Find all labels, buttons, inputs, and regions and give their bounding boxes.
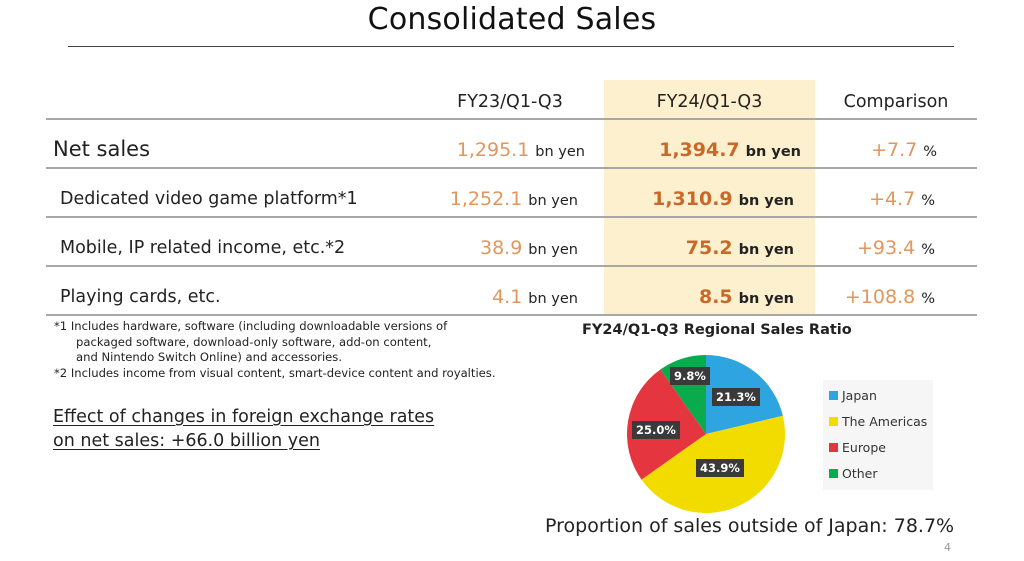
row-label: Mobile, IP related income, etc.*2 <box>60 238 346 258</box>
slide-title: Consolidated Sales <box>367 2 657 37</box>
proportion-outside-japan: Proportion of sales outside of Japan: 78… <box>545 515 955 537</box>
legend-item-other: Other <box>829 466 878 481</box>
fy24-value: 1,310.9 bn yen <box>652 188 794 210</box>
row-label: Dedicated video game platform*1 <box>60 189 358 209</box>
comparison-value: +7.7% <box>871 139 937 161</box>
legend-item-japan: Japan <box>829 388 877 403</box>
footnote-2: *2 Includes income from visual content, … <box>54 366 496 380</box>
comparison-value: +4.7% <box>869 188 935 210</box>
fy24-value: 8.5 bn yen <box>698 286 794 308</box>
page-number: 4 <box>944 541 951 554</box>
column-header-fy23: FY23/Q1-Q3 <box>457 92 563 112</box>
fy23-value: 1,252.1 bn yen <box>449 188 578 210</box>
fx-effect-note: Effect of changes in foreign exchange ra… <box>53 407 435 451</box>
table-rule <box>46 216 977 218</box>
legend-item-americas: The Americas <box>829 414 927 429</box>
fy24-value: 75.2 bn yen <box>685 237 794 259</box>
chart-title: FY24/Q1-Q3 Regional Sales Ratio <box>582 322 852 338</box>
column-header-fy24: FY24/Q1-Q3 <box>656 92 763 112</box>
pie-label-europe: 25.0% <box>632 421 680 439</box>
comparison-value: +93.4% <box>856 237 935 259</box>
column-header-comparison: Comparison <box>843 92 949 112</box>
legend-swatch-europe <box>829 443 838 452</box>
title-divider <box>68 46 954 47</box>
pie-label-japan: 21.3% <box>712 388 760 406</box>
legend-swatch-americas <box>829 417 838 426</box>
legend-swatch-other <box>829 469 838 478</box>
table-rule <box>46 118 977 120</box>
fy23-value: 1,295.1 bn yen <box>456 139 585 161</box>
fy23-value: 38.9 bn yen <box>479 237 578 259</box>
fy24-value: 1,394.7 bn yen <box>659 139 801 161</box>
pie-label-other: 9.8% <box>670 367 710 385</box>
table-rule <box>46 314 977 316</box>
table-rule <box>46 265 977 267</box>
footnote-1: *1 Includes hardware, software (includin… <box>54 319 448 364</box>
row-label: Net sales <box>53 137 151 161</box>
pie-label-americas: 43.9% <box>696 459 744 477</box>
table-rule <box>46 167 977 169</box>
comparison-value: +108.8% <box>844 286 935 308</box>
fy23-value: 4.1 bn yen <box>492 286 578 308</box>
regional-pie-chart: 21.3% 43.9% 25.0% 9.8% <box>626 354 786 514</box>
legend-swatch-japan <box>829 391 838 400</box>
legend-item-europe: Europe <box>829 440 886 455</box>
chart-legend: Japan The Americas Europe Other <box>823 380 933 490</box>
row-label: Playing cards, etc. <box>60 287 221 307</box>
